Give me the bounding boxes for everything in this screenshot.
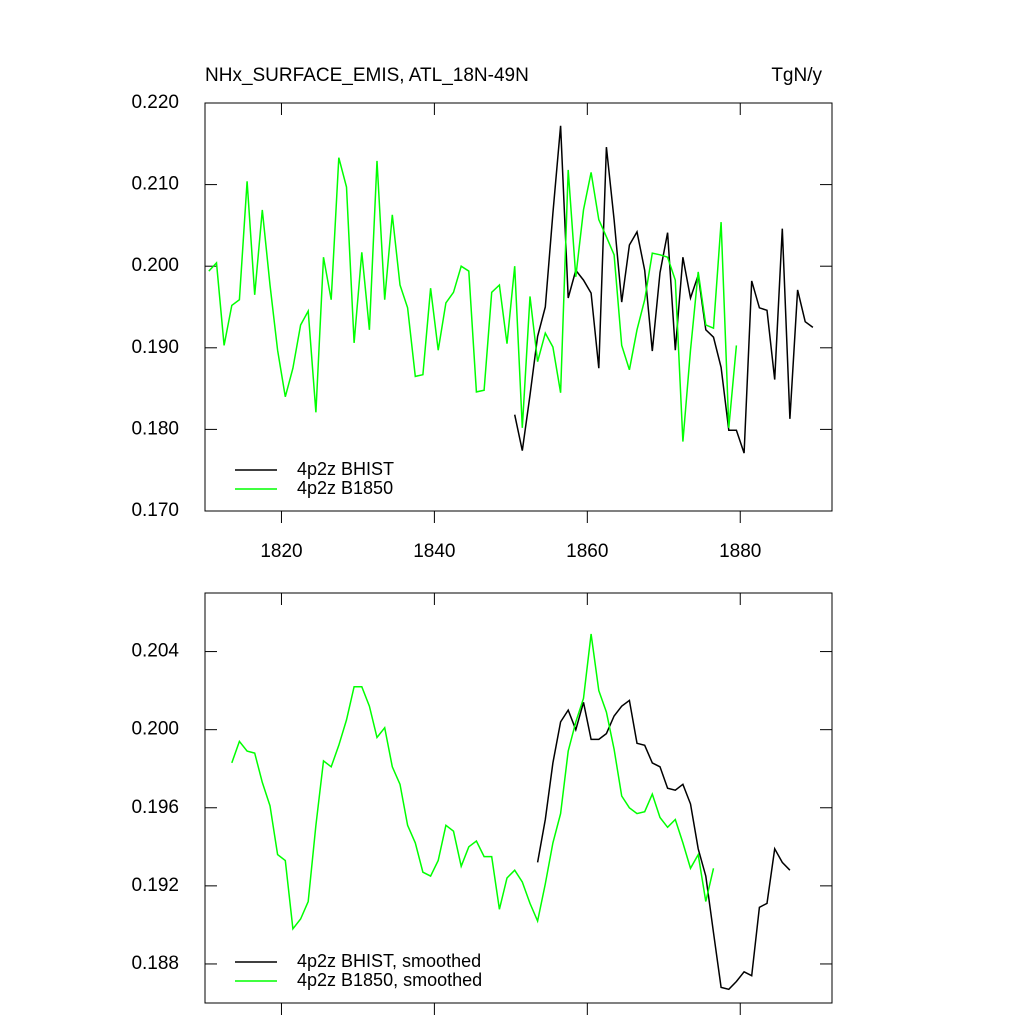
x-tick-label: 1820: [260, 541, 302, 562]
y-tick-label: 0.188: [131, 953, 179, 974]
plot-frame: [204, 592, 833, 1004]
y-tick-label: 0.200: [131, 255, 179, 276]
y-tick-label: 0.196: [131, 797, 179, 818]
legend-label: 4p2z B1850, smoothed: [297, 970, 482, 990]
y-tick-label: 0.190: [131, 337, 179, 358]
y-tick-label: 0.210: [131, 174, 179, 195]
y-tick-label: 0.170: [131, 500, 179, 521]
legend-label: 4p2z BHIST: [297, 459, 394, 479]
x-tick-label: 1880: [719, 541, 761, 562]
legend-label: 4p2z B1850: [297, 478, 393, 498]
chart-title: NHx_SURFACE_EMIS, ATL_18N-49N: [205, 65, 529, 86]
series-line: [231, 633, 715, 931]
plot-frame: [204, 102, 833, 512]
series-line: [513, 125, 814, 454]
series-line: [536, 699, 791, 991]
y-tick-label: 0.180: [131, 418, 179, 439]
y-tick-label: 0.192: [131, 875, 179, 896]
series-line: [208, 157, 738, 442]
y-tick-label: 0.200: [131, 719, 179, 740]
x-tick-label: 1840: [413, 541, 455, 562]
y-tick-label: 0.204: [131, 641, 179, 662]
units-label: TgN/y: [771, 65, 822, 86]
legend-label: 4p2z BHIST, smoothed: [297, 951, 481, 971]
x-tick-label: 1860: [566, 541, 608, 562]
y-tick-label: 0.220: [131, 92, 179, 113]
